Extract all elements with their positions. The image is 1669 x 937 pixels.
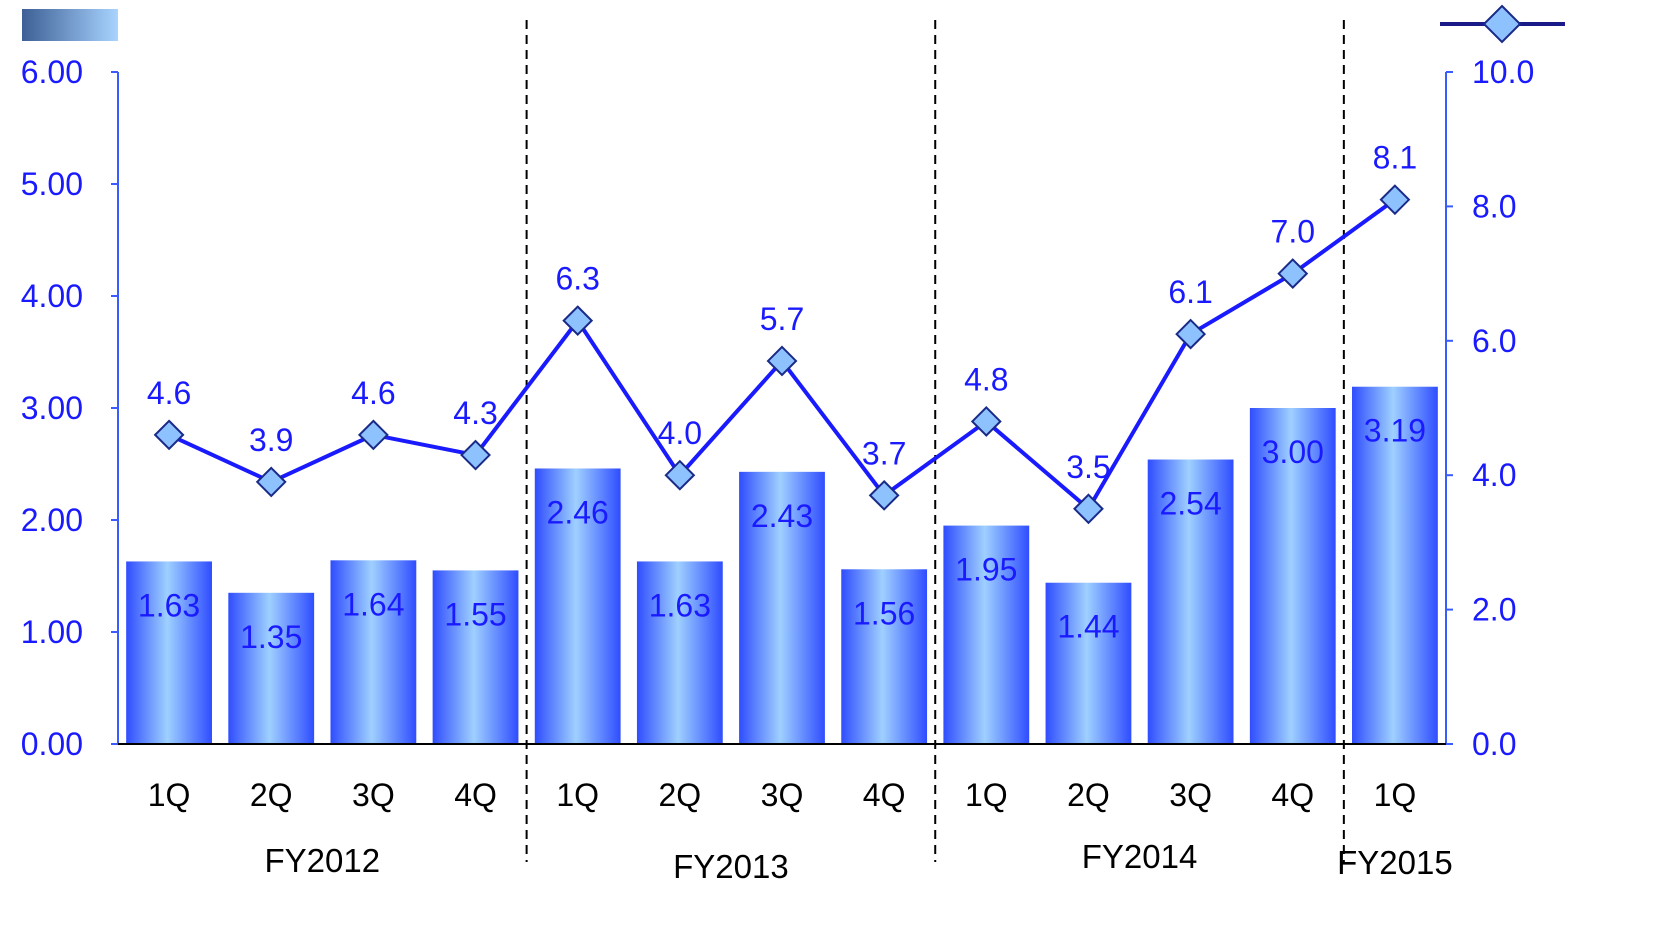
bar-value-label-11: 3.00 <box>1262 434 1324 470</box>
group-separators <box>525 20 1345 862</box>
line-value-label-4: 6.3 <box>555 261 599 297</box>
x-tick-label-11: 4Q <box>1271 777 1314 813</box>
x-tick-label-12: 1Q <box>1374 777 1417 813</box>
line-point-12 <box>1379 184 1411 216</box>
x-tick-label-10: 3Q <box>1169 777 1212 813</box>
line-point-4 <box>562 305 594 337</box>
bar-3 <box>432 570 519 744</box>
y-left-tick-label-6: 6.00 <box>21 54 83 90</box>
bar-value-label-1: 1.35 <box>240 619 302 655</box>
legend <box>22 4 1565 44</box>
group-label-0: FY2012 <box>265 842 381 879</box>
group-label-3: FY2015 <box>1337 844 1453 881</box>
y-left-tick-label-5: 5.00 <box>21 166 83 202</box>
line-value-label-5: 4.0 <box>658 415 702 451</box>
line-point-6 <box>766 345 798 377</box>
bar-value-label-10: 2.54 <box>1159 486 1221 522</box>
y-left-tick-label-4: 4.00 <box>21 278 83 314</box>
bar-value-label-9: 1.44 <box>1057 609 1119 645</box>
line-value-label-6: 5.7 <box>760 301 804 337</box>
bar-4 <box>534 468 621 744</box>
x-tick-label-4: 1Q <box>556 777 599 813</box>
line-value-label-1: 3.9 <box>249 422 293 458</box>
labels: 1.63 1.35 1.64 1.55 2.46 1.63 2.43 1.56 1.95 1.44… <box>138 140 1426 655</box>
y-right-tick-label-5: 10.0 <box>1472 54 1534 90</box>
y-left-tick-label-2: 2.00 <box>21 502 83 538</box>
bars <box>126 386 1438 744</box>
line-value-label-3: 4.3 <box>453 395 497 431</box>
bar-9 <box>1045 582 1132 744</box>
x-tick-label-2: 3Q <box>352 777 395 813</box>
line-value-label-0: 4.6 <box>147 375 191 411</box>
y-right-tick-label-4: 8.0 <box>1472 188 1516 224</box>
bar-10 <box>1147 459 1234 744</box>
line-value-label-12: 8.1 <box>1373 140 1417 176</box>
line-point-3 <box>460 439 491 471</box>
bar-value-label-0: 1.63 <box>138 587 200 623</box>
group-label-1: FY2013 <box>673 848 789 885</box>
legend-bar-swatch <box>22 9 118 41</box>
bar-5 <box>636 561 723 744</box>
bar-2 <box>330 560 417 744</box>
line-point-2 <box>357 419 389 451</box>
y-left-tick-label-3: 3.00 <box>21 390 83 426</box>
line-point-11 <box>1277 258 1309 290</box>
y-right-tick-label-1: 2.0 <box>1472 592 1516 628</box>
y-left-tick-label-1: 1.00 <box>21 614 83 650</box>
line-point-1 <box>255 466 287 498</box>
x-tick-label-8: 1Q <box>965 777 1008 813</box>
x-tick-label-3: 4Q <box>454 777 497 813</box>
bar-6 <box>739 471 825 744</box>
y-right-tick-label-2: 4.0 <box>1472 457 1516 493</box>
y-right-tick-label-0: 0.0 <box>1472 726 1516 762</box>
x-tick-label-1: 2Q <box>250 777 293 813</box>
line-series <box>153 184 1411 525</box>
x-tick-label-9: 2Q <box>1067 777 1110 813</box>
bar-0 <box>126 561 212 744</box>
bar-value-label-4: 2.46 <box>547 494 609 530</box>
group-label-2: FY2014 <box>1082 838 1198 875</box>
bar-1 <box>228 592 315 744</box>
bar-value-label-8: 1.95 <box>955 552 1017 588</box>
line-point-5 <box>664 459 696 491</box>
x-tick-label-5: 2Q <box>659 777 702 813</box>
line-value-label-7: 3.7 <box>862 435 906 471</box>
x-tick-label-6: 3Q <box>761 777 804 813</box>
line-value-label-11: 7.0 <box>1271 214 1315 250</box>
bar-12 <box>1352 386 1438 744</box>
axes: 0.00 1.00 2.00 3.00 4.00 5.00 6.00 0.0 2.0 4.0 6.0… <box>21 54 1535 885</box>
line-value-label-10: 6.1 <box>1168 274 1212 310</box>
line-point-7 <box>868 479 900 511</box>
bar-7 <box>841 569 928 744</box>
x-tick-label-0: 1Q <box>148 777 191 813</box>
bar-value-label-6: 2.43 <box>751 498 813 534</box>
bar-value-label-5: 1.63 <box>649 587 711 623</box>
x-tick-label-7: 4Q <box>863 777 906 813</box>
bar-11 <box>1249 408 1336 744</box>
bar-value-label-7: 1.56 <box>853 595 915 631</box>
y-left-tick-label-0: 0.00 <box>21 726 83 762</box>
bar-value-label-12: 3.19 <box>1364 413 1426 449</box>
line-point-0 <box>153 419 185 451</box>
bar-value-label-2: 1.64 <box>342 586 404 622</box>
line-value-label-2: 4.6 <box>351 375 395 411</box>
bar-value-label-3: 1.55 <box>444 596 506 632</box>
line-value-label-8: 4.8 <box>964 361 1008 397</box>
bar-8 <box>943 525 1030 744</box>
line-point-8 <box>970 406 1002 437</box>
legend-diamond-marker <box>1482 4 1522 44</box>
line-point-10 <box>1175 318 1207 350</box>
line-value-label-9: 3.5 <box>1066 449 1110 485</box>
line-point-9 <box>1073 493 1104 525</box>
y-right-tick-label-3: 6.0 <box>1472 323 1516 359</box>
